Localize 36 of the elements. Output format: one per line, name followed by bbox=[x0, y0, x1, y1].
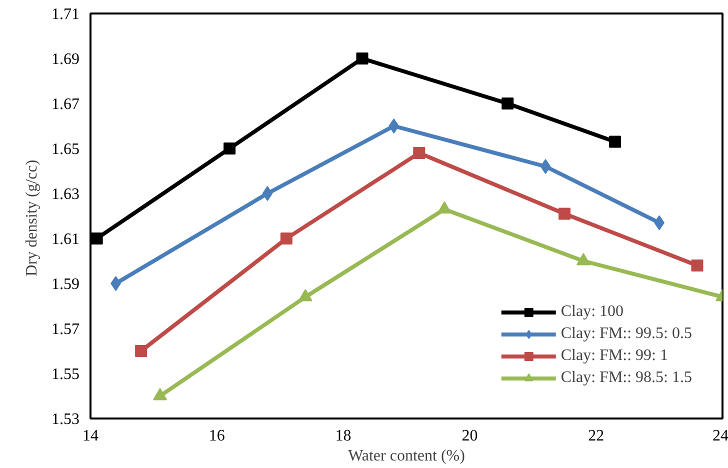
point bbox=[224, 142, 236, 154]
x-tick-label: 14 bbox=[82, 428, 98, 444]
legend-label: Clay: FM:: 99.5: 0.5 bbox=[560, 325, 692, 343]
point bbox=[90, 232, 103, 244]
y-tick-label: 1.59 bbox=[52, 276, 80, 293]
y-tick-label: 1.61 bbox=[52, 231, 80, 248]
point bbox=[540, 159, 551, 174]
y-tick-label: 1.55 bbox=[52, 366, 80, 383]
x-tick-label: 16 bbox=[208, 428, 225, 444]
point bbox=[262, 186, 273, 201]
y-tick-label: 1.63 bbox=[52, 186, 80, 203]
y-tick-label: 1.65 bbox=[52, 141, 80, 158]
point bbox=[609, 136, 622, 148]
legend-label: Clay: FM:: 98.5: 1.5 bbox=[560, 369, 692, 387]
y-tick-label: 1.71 bbox=[52, 6, 80, 23]
legend-label: Clay: FM:: 99: 1 bbox=[560, 347, 668, 365]
point bbox=[388, 118, 400, 134]
y-tick-label: 1.57 bbox=[52, 321, 80, 338]
y-axis-title: Dry density (g/cc) bbox=[24, 160, 40, 276]
y-tick-label: 1.69 bbox=[52, 51, 80, 68]
point bbox=[356, 52, 368, 64]
point bbox=[280, 232, 292, 244]
x-tick-label: 24 bbox=[712, 428, 728, 444]
point bbox=[135, 345, 148, 357]
point bbox=[691, 260, 704, 272]
x-tick-label: 22 bbox=[588, 428, 604, 444]
x-tick-label: 18 bbox=[335, 428, 352, 444]
y-tick-label: 1.67 bbox=[52, 96, 80, 113]
point bbox=[413, 147, 426, 159]
x-tick-label: 20 bbox=[462, 428, 478, 444]
point bbox=[502, 98, 514, 110]
point bbox=[558, 208, 570, 220]
y-tick-label: 1.53 bbox=[52, 411, 80, 428]
point bbox=[110, 276, 121, 291]
x-axis-title: Water content (%) bbox=[348, 448, 465, 464]
legend-label: Clay: 100 bbox=[560, 303, 624, 321]
